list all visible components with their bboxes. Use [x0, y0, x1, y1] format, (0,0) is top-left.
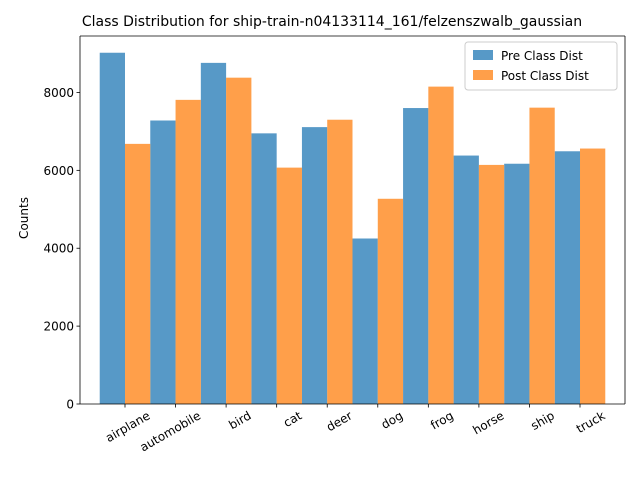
legend-swatch-post: [473, 70, 493, 80]
y-axis-label: Counts: [17, 197, 31, 239]
bar-pre-cat: [251, 133, 277, 404]
bar-pre-deer: [301, 127, 328, 405]
bars-group: [99, 52, 606, 405]
legend-box: [464, 41, 618, 91]
bar-post-cat: [276, 167, 302, 404]
y-tick-label: 2000: [43, 320, 74, 334]
bar-pre-airplane: [99, 52, 125, 405]
bar-pre-dog: [352, 238, 378, 404]
x-tick-label-dog: dog: [379, 408, 406, 431]
bar-post-dog: [377, 198, 404, 404]
bar-post-bird: [226, 77, 252, 405]
bar-pre-frog: [403, 108, 429, 404]
y-tick-label: 8000: [43, 86, 74, 100]
bar-post-airplane: [125, 143, 151, 404]
bar-post-automobile: [175, 99, 201, 405]
bar-post-deer: [327, 119, 353, 404]
bar-pre-bird: [200, 62, 227, 405]
y-tick-label: 6000: [43, 164, 74, 178]
bar-post-ship: [529, 107, 555, 405]
bar-pre-horse: [453, 155, 479, 404]
bar-post-frog: [428, 86, 454, 405]
x-tick-label-bird: bird: [226, 408, 253, 432]
bar-pre-automobile: [150, 120, 176, 404]
y-tick-label: 4000: [43, 242, 74, 256]
legend-label-pre: Pre Class Dist: [501, 49, 583, 63]
x-tick-label-cat: cat: [281, 408, 304, 430]
bar-pre-truck: [554, 151, 581, 404]
legend-label-post: Post Class Dist: [501, 69, 589, 83]
y-tick-label: 0: [66, 398, 74, 412]
x-tick-label-truck: truck: [574, 408, 608, 436]
x-tick-label-ship: ship: [528, 408, 556, 433]
bar-pre-ship: [504, 163, 530, 404]
legend: Pre Class Dist Post Class Dist: [464, 41, 618, 91]
bar-post-truck: [580, 148, 606, 404]
chart-title: Class Distribution for ship-train-n04133…: [82, 14, 582, 30]
x-tick-label-horse: horse: [470, 408, 506, 437]
x-tick-label-deer: deer: [324, 408, 355, 434]
x-tick-label-frog: frog: [428, 408, 456, 432]
bar-post-horse: [478, 164, 505, 404]
legend-swatch-pre: [473, 50, 493, 60]
